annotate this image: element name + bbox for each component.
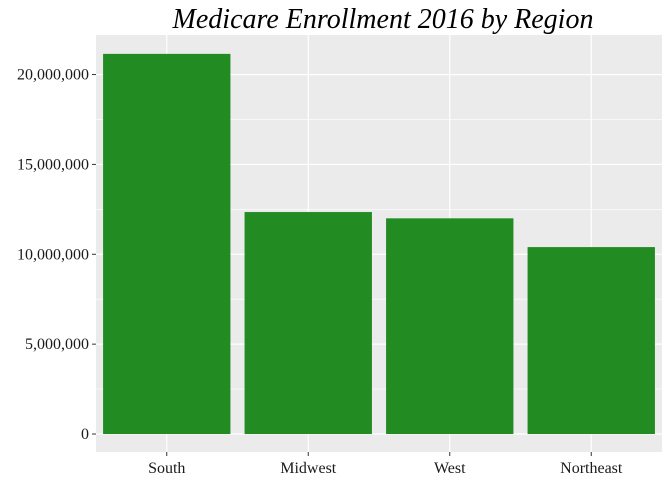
y-axis: 0 5,000,000 10,000,000 15,000,000 20,000,000 <box>17 67 96 443</box>
y-tick-label: 5,000,000 <box>25 336 89 353</box>
y-tick-label: 15,000,000 <box>17 156 89 173</box>
bar-northeast <box>527 247 655 435</box>
bar-south <box>103 53 231 435</box>
x-tick-label: Midwest <box>280 460 337 477</box>
bar-west <box>386 218 514 435</box>
y-tick-label: 10,000,000 <box>17 246 89 263</box>
x-tick-label: West <box>434 460 466 477</box>
y-tick-label: 0 <box>81 426 89 443</box>
chart-title: Medicare Enrollment 2016 by Region <box>172 4 594 35</box>
x-tick-label: South <box>148 460 185 477</box>
bars <box>103 53 655 435</box>
x-axis: South Midwest West Northeast <box>148 452 623 477</box>
bar-midwest <box>244 212 372 435</box>
y-tick-label: 20,000,000 <box>17 67 89 84</box>
x-tick-label: Northeast <box>560 460 623 477</box>
